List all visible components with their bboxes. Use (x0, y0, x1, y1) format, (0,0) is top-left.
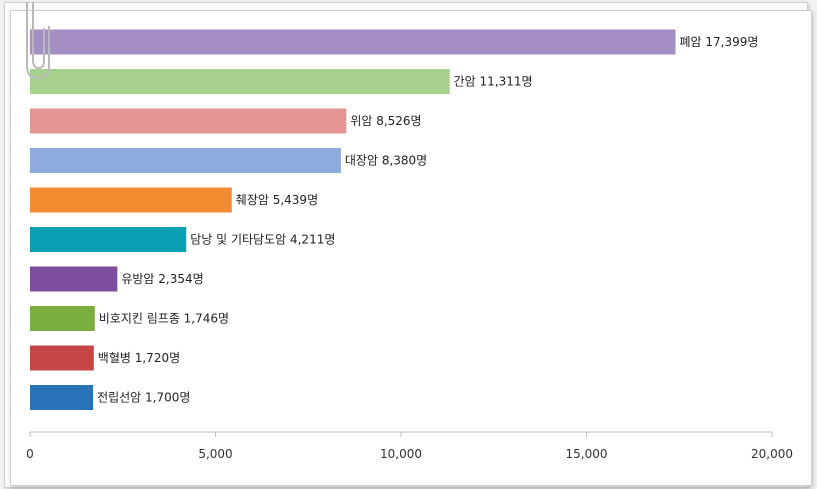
x-tick-label-3: 15,000 (566, 447, 608, 461)
bar-label-6: 유방암 2,354명 (121, 272, 203, 286)
bar-1 (30, 69, 450, 94)
x-tick-label-1: 5,000 (198, 447, 232, 461)
x-tick-label-0: 0 (26, 447, 34, 461)
bar-label-3: 대장암 8,380명 (345, 154, 427, 168)
bar-2 (30, 108, 347, 134)
bar-label-2: 위암 8,526명 (350, 114, 421, 128)
bar-label-8: 백혈병 1,720명 (98, 351, 180, 365)
bar-6 (30, 266, 118, 292)
bar-label-9: 전립선암 1,700명 (97, 391, 190, 405)
bar-label-1: 간암 11,311명 (454, 75, 533, 89)
bar-8 (30, 345, 94, 371)
paperclip-icon (26, 2, 50, 80)
bar-0 (30, 29, 676, 55)
bar-4 (30, 187, 232, 213)
bars-group (30, 29, 676, 410)
bar-label-0: 폐암 17,399명 (680, 35, 759, 49)
x-tick-label-2: 10,000 (380, 447, 422, 461)
bar-5 (30, 227, 187, 252)
bar-label-7: 비호지킨 림프종 1,746명 (99, 312, 229, 326)
bar-9 (30, 385, 94, 410)
bar-label-5: 담낭 및 기타담도암 4,211명 (190, 233, 335, 247)
x-axis-ticks: 0 5,000 10,000 15,000 20,000 (26, 432, 793, 461)
bar-3 (30, 148, 341, 173)
bar-7 (30, 306, 95, 331)
bar-label-4: 췌장암 5,439명 (236, 193, 318, 207)
x-tick-label-4: 20,000 (751, 447, 793, 461)
